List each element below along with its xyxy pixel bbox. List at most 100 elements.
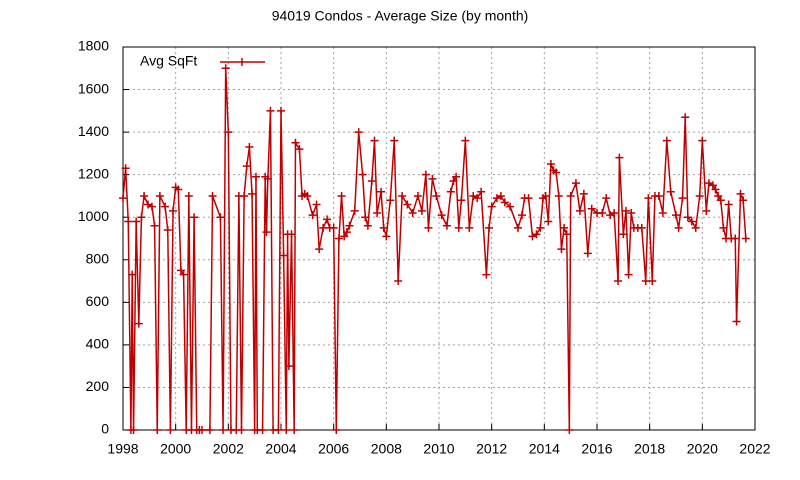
- point-marker: [485, 223, 494, 232]
- legend-swatch: [220, 58, 265, 66]
- point-marker: [683, 213, 692, 222]
- point-marker: [449, 177, 458, 186]
- point-marker: [287, 230, 296, 239]
- y-tick-label: 1800: [78, 38, 109, 54]
- point-marker: [155, 191, 164, 200]
- point-marker: [587, 204, 596, 213]
- x-tick-label: 2008: [371, 441, 402, 457]
- point-marker: [345, 221, 354, 230]
- point-marker: [290, 426, 299, 434]
- point-marker: [698, 136, 707, 145]
- point-marker: [702, 206, 711, 215]
- point-marker: [121, 164, 130, 173]
- point-marker: [129, 426, 138, 434]
- point-marker: [666, 187, 675, 196]
- point-marker: [147, 202, 156, 211]
- point-marker: [205, 426, 214, 434]
- point-marker: [174, 185, 183, 194]
- x-tick-label: 2020: [687, 441, 718, 457]
- point-marker: [500, 198, 509, 207]
- point-marker: [452, 172, 461, 181]
- point-marker: [446, 187, 455, 196]
- point-marker: [421, 170, 430, 179]
- y-tick-label: 1400: [78, 123, 109, 139]
- y-tick-label: 800: [86, 250, 110, 266]
- point-marker: [602, 194, 611, 203]
- point-marker: [517, 211, 526, 220]
- point-marker: [615, 153, 624, 162]
- point-marker: [295, 145, 304, 154]
- point-marker: [417, 206, 426, 215]
- x-tick-label: 2004: [265, 441, 296, 457]
- point-marker: [166, 426, 175, 434]
- point-marker: [251, 172, 260, 181]
- point-marker: [681, 113, 690, 122]
- point-marker: [245, 143, 254, 152]
- point-marker: [719, 223, 728, 232]
- y-tick-label: 0: [101, 421, 109, 437]
- x-tick-label: 2014: [529, 441, 560, 457]
- point-marker: [413, 191, 422, 200]
- y-tick-label: 200: [86, 378, 110, 394]
- point-marker: [132, 217, 141, 226]
- point-marker: [262, 228, 271, 237]
- chart-title: 94019 Condos - Average Size (by month): [272, 8, 529, 24]
- x-tick-label: 2010: [423, 441, 454, 457]
- point-marker: [216, 213, 225, 222]
- point-marker: [473, 194, 482, 203]
- point-marker: [367, 177, 376, 186]
- point-marker: [496, 191, 505, 200]
- point-marker: [258, 426, 267, 434]
- point-marker: [363, 221, 372, 230]
- point-marker: [678, 194, 687, 203]
- point-marker: [648, 277, 657, 286]
- x-tick-label: 2002: [213, 441, 244, 457]
- point-marker: [541, 191, 550, 200]
- point-marker: [303, 191, 312, 200]
- point-marker: [248, 189, 257, 198]
- point-marker: [424, 223, 433, 232]
- point-marker: [282, 426, 291, 434]
- point-marker: [190, 213, 199, 222]
- point-marker: [708, 181, 717, 190]
- point-marker: [739, 196, 748, 205]
- point-marker: [263, 174, 272, 183]
- point-marker: [741, 234, 750, 243]
- point-marker: [377, 187, 386, 196]
- point-marker: [565, 426, 574, 434]
- point-marker: [361, 213, 370, 222]
- x-tick-label: 2022: [739, 441, 770, 457]
- point-marker: [554, 191, 563, 200]
- point-marker: [454, 223, 463, 232]
- point-marker: [711, 185, 720, 194]
- point-marker: [266, 106, 275, 115]
- point-marker: [477, 187, 486, 196]
- point-marker: [312, 200, 321, 209]
- point-marker: [219, 426, 228, 434]
- point-marker: [514, 223, 522, 232]
- point-marker: [662, 136, 671, 145]
- point-marker: [654, 191, 663, 200]
- point-marker: [169, 206, 178, 215]
- data-line: [122, 68, 747, 431]
- point-marker: [695, 191, 704, 200]
- point-marker: [394, 277, 403, 286]
- plot-frame: [122, 46, 756, 431]
- point-marker: [208, 191, 217, 200]
- point-marker: [724, 200, 733, 209]
- x-tick-label: 2006: [318, 441, 349, 457]
- legend-label: Avg SqFt: [140, 53, 197, 69]
- point-marker: [714, 191, 723, 200]
- point-marker: [163, 225, 172, 234]
- y-tick-label: 1600: [78, 80, 109, 96]
- point-marker: [284, 362, 293, 371]
- point-marker: [332, 426, 341, 434]
- point-marker: [658, 208, 667, 217]
- point-marker: [619, 230, 628, 239]
- point-marker: [242, 162, 251, 171]
- point-marker: [736, 189, 745, 198]
- point-marker: [687, 217, 696, 226]
- point-marker: [379, 223, 388, 232]
- point-marker: [403, 200, 412, 209]
- point-marker: [198, 426, 206, 434]
